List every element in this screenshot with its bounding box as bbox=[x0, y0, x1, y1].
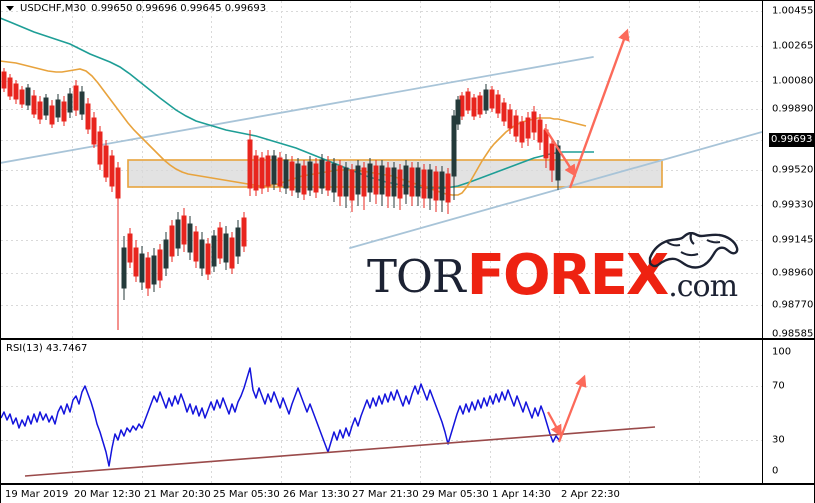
price-tick-label: 1.00455 bbox=[772, 5, 814, 17]
candlestick-series bbox=[1, 68, 561, 330]
chart-ohlc-values: 0.99650 0.99696 0.99645 0.99693 bbox=[91, 3, 267, 14]
watermark-text-forex: FOREX bbox=[466, 243, 669, 308]
rsi-tick-label: 100 bbox=[772, 346, 792, 358]
time-tick-label: 27 Mar 21:30 bbox=[352, 489, 419, 500]
time-tick-label: 19 Mar 2019 bbox=[5, 489, 69, 500]
time-tick-label: 25 Mar 05:30 bbox=[213, 489, 280, 500]
consolidation-zone bbox=[127, 159, 663, 188]
rsi-forecast-arrows bbox=[546, 374, 587, 443]
price-tick-label: 0.99145 bbox=[772, 234, 814, 246]
price-panel-border bbox=[0, 0, 815, 339]
watermark-text-tor: TOR bbox=[367, 249, 466, 303]
price-tick-label: 0.98960 bbox=[772, 267, 814, 279]
rsi-up-arrow bbox=[557, 374, 587, 443]
rsi-trendline bbox=[24, 426, 656, 477]
bull-icon bbox=[648, 232, 739, 269]
rsi-tick-label: 70 bbox=[772, 380, 785, 392]
price-tick-label: 0.98585 bbox=[772, 328, 814, 340]
price-forecast-arrows bbox=[543, 28, 630, 189]
time-tick-label: 20 Mar 12:30 bbox=[74, 489, 141, 500]
time-tick-label: 2 Apr 22:30 bbox=[561, 489, 620, 500]
price-tick-label: 0.99890 bbox=[772, 103, 814, 115]
rsi-indicator-label[interactable]: RSI(13) 43.7467 bbox=[6, 343, 88, 354]
price-down-arrow bbox=[543, 127, 577, 177]
upper-channel-line bbox=[1, 56, 594, 164]
chart-header: USDCHF,M30 0.99650 0.99696 0.99645 0.996… bbox=[6, 3, 266, 14]
price-tick-label: 1.00080 bbox=[772, 75, 814, 87]
rsi-panel-border bbox=[0, 339, 815, 484]
rsi-down-arrow bbox=[546, 411, 562, 438]
rsi-tick-label: 0 bbox=[772, 465, 779, 477]
rsi-line bbox=[1, 367, 560, 467]
price-tick-label: 1.00265 bbox=[772, 40, 814, 52]
time-tick-label: 26 Mar 13:30 bbox=[283, 489, 350, 500]
time-tick-label: 29 Mar 05:30 bbox=[422, 489, 489, 500]
price-axis-divider bbox=[762, 0, 763, 339]
current-price-badge: 0.99693 bbox=[769, 133, 815, 147]
price-tick-label: 0.99520 bbox=[772, 164, 814, 176]
lower-channel-line bbox=[349, 131, 762, 249]
ma-fast-line bbox=[1, 60, 587, 196]
ma-slow-line bbox=[1, 17, 594, 189]
time-tick-label: 21 Mar 20:30 bbox=[144, 489, 211, 500]
price-tick-label: 0.98770 bbox=[772, 299, 814, 311]
rsi-tick-label: 30 bbox=[772, 434, 785, 446]
time-tick-label: 1 Apr 14:30 bbox=[492, 489, 551, 500]
price-tick-label: 0.99330 bbox=[772, 199, 814, 211]
price-up-arrow bbox=[568, 28, 630, 189]
chart-symbol-label[interactable]: USDCHF,M30 bbox=[20, 3, 87, 14]
watermark-text-dotcom: .com bbox=[668, 269, 738, 304]
torforex-watermark: TOR FOREX .com bbox=[367, 232, 739, 308]
chevron-down-icon[interactable] bbox=[6, 6, 14, 11]
rsi-axis-divider bbox=[762, 339, 763, 484]
